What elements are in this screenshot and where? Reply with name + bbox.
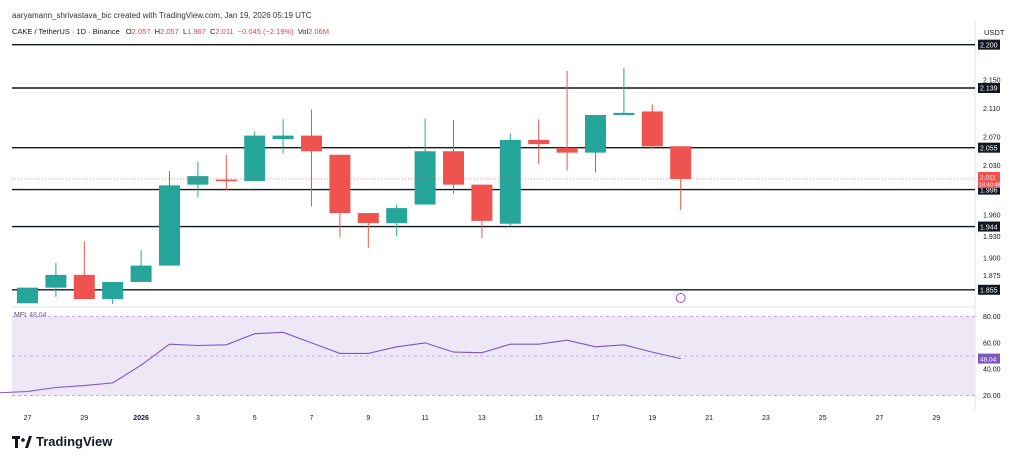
- candle-body: [215, 179, 237, 182]
- currency-label[interactable]: USDT: [984, 28, 1005, 37]
- mfi-tick-label: 80.00: [983, 314, 1001, 321]
- time-tick-label: 15: [535, 415, 543, 422]
- mfi-legend-value: 48.04: [29, 312, 47, 319]
- time-tick-label: 23: [762, 415, 770, 422]
- chart-attribution: aaryamann_shrivastava_bic created with T…: [12, 11, 312, 20]
- mfi-line: [0, 331, 681, 394]
- level-label: 1.855: [980, 287, 998, 294]
- candle-body: [528, 139, 550, 145]
- mfi-tick-label: 60.00: [983, 340, 1001, 347]
- time-tick-label: 19: [648, 415, 656, 422]
- candle-body: [301, 135, 322, 152]
- mfi-title[interactable]: MFI: [14, 312, 27, 319]
- candle-body: [159, 185, 180, 266]
- level-label: 2.055: [980, 145, 998, 152]
- close-value: 2.011: [215, 27, 234, 36]
- candle-body: [670, 146, 692, 179]
- close-label: C: [209, 27, 216, 36]
- countdown-label: 18:40:48: [979, 182, 1000, 188]
- time-tick-label: 9: [366, 415, 370, 422]
- candle-body: [499, 139, 521, 224]
- time-tick-label: 25: [819, 415, 827, 422]
- candle-body: [187, 176, 209, 185]
- candle-body: [272, 135, 294, 140]
- time-tick-label: 29: [932, 415, 940, 422]
- price-tick-label: 1.930: [983, 234, 1001, 241]
- tradingview-brand[interactable]: TradingView: [12, 434, 112, 449]
- low-label: L: [182, 27, 188, 36]
- mfi-last-value-box: [978, 353, 1000, 364]
- symbol-legend: CAKE / TetherUS · 1D · Binance O2.057 H2…: [12, 27, 331, 36]
- high-label: H: [154, 27, 161, 36]
- price-tick-label: 2.070: [983, 135, 1001, 142]
- candle-body: [585, 115, 606, 153]
- candle-body: [329, 154, 351, 214]
- candle-body: [102, 281, 124, 300]
- candle-body: [471, 184, 493, 221]
- time-tick-label: 29: [80, 415, 88, 422]
- level-label-box: [978, 142, 1000, 153]
- mfi-tick-label: 40.00: [983, 367, 1001, 374]
- time-tick-label: 27: [876, 415, 884, 422]
- candle-body: [17, 287, 38, 304]
- candle-body: [641, 111, 663, 147]
- time-tick-label: 17: [592, 415, 600, 422]
- candle-body: [357, 213, 379, 223]
- last-price-box: [978, 171, 1000, 188]
- mfi-last-value-label: 48.04: [980, 356, 997, 363]
- symbol-title[interactable]: CAKE / TetherUS · 1D · Binance: [12, 27, 120, 36]
- price-tick-label: 1.960: [983, 213, 1001, 220]
- time-tick-label: 27: [24, 415, 32, 422]
- candle-body: [613, 112, 635, 115]
- level-label: 1.944: [980, 224, 998, 231]
- mfi-tick-label: 20.00: [983, 393, 1001, 400]
- level-label-box: [978, 83, 1000, 93]
- price-tick-label: 2.150: [983, 78, 1001, 85]
- candle-body: [130, 265, 152, 282]
- change-value: −0.045 (−2.19%): [237, 27, 294, 36]
- candle-body: [45, 274, 67, 288]
- time-tick-label: 21: [705, 415, 713, 422]
- volume-label: Vol: [297, 27, 309, 36]
- time-tick-label: 2026: [133, 415, 149, 422]
- volume-value: 2.06M: [308, 27, 329, 36]
- high-value: 2.057: [160, 27, 179, 36]
- time-tick-label: 7: [310, 415, 314, 422]
- level-label-box: [978, 39, 1000, 50]
- candle-body: [386, 208, 408, 223]
- time-tick-label: 5: [253, 415, 257, 422]
- level-label-box: [978, 221, 1000, 232]
- level-label: 2.200: [980, 42, 998, 49]
- price-tick-label: 2.030: [983, 163, 1001, 170]
- open-value: 2.057: [131, 27, 151, 36]
- time-tick-label: 3: [196, 415, 200, 422]
- event-marker-icon: [675, 293, 686, 303]
- candle-body: [443, 151, 464, 185]
- time-tick-label: 11: [421, 415, 428, 422]
- price-tick-label: 2.110: [983, 106, 1000, 113]
- mfi-legend: MFI 48.04: [14, 312, 47, 319]
- candle-body: [73, 274, 95, 300]
- candle-body: [556, 147, 578, 153]
- price-tick-label: 1.875: [983, 273, 1001, 280]
- time-tick-label: 13: [478, 415, 486, 422]
- last-price-label: 2.011: [980, 174, 996, 181]
- candle-body: [244, 135, 266, 182]
- level-label-box: [978, 184, 1000, 195]
- price-tick-label: 1.900: [983, 255, 1001, 262]
- brand-name: TradingView: [36, 434, 113, 449]
- tradingview-logo-icon: [12, 435, 32, 448]
- low-value: 1.967: [187, 27, 206, 36]
- level-label-box: [978, 284, 1000, 295]
- candle-body: [414, 151, 436, 205]
- level-label: 2.139: [980, 86, 998, 93]
- open-label: O: [125, 27, 132, 36]
- level-label: 1.996: [980, 187, 998, 194]
